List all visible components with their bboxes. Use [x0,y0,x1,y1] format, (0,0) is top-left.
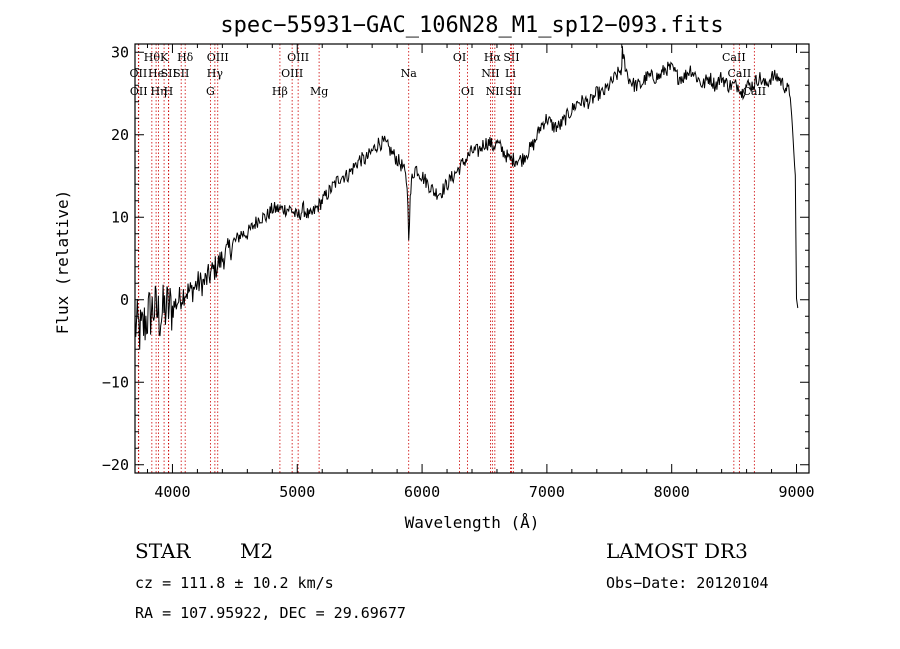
y-tick-label: 10 [111,208,129,226]
line-marker-label-19: OI [461,85,474,98]
line-marker-label-8: Hδ [177,51,194,64]
object-subclass: M2 [240,539,274,563]
line-marker-label-26: CaII [722,51,746,64]
spectrum-series [134,46,799,350]
line-marker-label-25: SII [505,85,521,98]
object-class: STAR [135,539,191,563]
x-tick-label: 8000 [654,483,690,501]
line-marker-label-16: Mg [310,85,328,98]
y-tick-label: −10 [102,373,129,391]
chart-title: spec−55931−GAC_106N28_M1_sp12−093.fits [220,13,723,38]
line-marker-label-28: CaII [742,85,766,98]
line-marker-label-22: NII [486,85,504,98]
line-marker-label-3: OII [130,85,148,98]
line-marker-label-11: Hγ [207,67,224,80]
line-marker-label-13: Hβ [272,85,288,98]
line-marker-label-0: Hθ [144,51,161,64]
redshift-cz: cz = 111.8 ± 10.2 km/s [135,574,334,592]
line-marker-label-5: K [160,51,169,64]
line-marker-label-9: SII [173,67,189,80]
line-marker-label-2: He [148,67,164,80]
spectrum-line [134,46,799,350]
line-marker-label-4: Hη [150,85,166,98]
y-tick-label: 20 [111,126,129,144]
line-marker-label-24: SII [503,51,519,64]
y-tick-label: −20 [102,456,129,474]
line-marker-label-21: Hα [484,51,502,64]
x-tick-label: 5000 [279,483,315,501]
survey-name: LAMOST DR3 [606,539,748,563]
line-marker-label-17: Na [401,67,418,80]
line-marker-label-18: OI [453,51,466,64]
line-marker-label-27: CaII [728,67,752,80]
line-marker-label-10: OIII [207,51,229,64]
line-marker-label-6: H [164,85,174,98]
plot-frame [134,43,810,474]
axis-ticks: 4000 5000 6000 7000 8000 9000 −20 −10 0 10 20 30 [102,43,815,501]
y-tick-label: 0 [120,291,129,309]
x-tick-label: 9000 [778,483,814,501]
line-marker-label-12: G [206,85,215,98]
x-tick-label: 4000 [154,483,190,501]
line-marker-label-15: OIII [287,51,309,64]
y-tick-label: 30 [111,43,129,61]
x-tick-label: 6000 [404,483,440,501]
line-marker-label-7: SII [161,67,177,80]
coordinates: RA = 107.95922, DEC = 29.69677 [135,604,406,622]
line-marker-label-20: NII [481,67,499,80]
observation-date: Obs−Date: 20120104 [606,574,769,592]
x-axis-label: Wavelength (Å) [405,513,540,532]
x-tick-label: 7000 [529,483,565,501]
y-axis-label: Flux (relative) [53,190,72,335]
line-marker-label-14: OIII [281,67,303,80]
line-marker-label-23: Li [505,67,516,80]
